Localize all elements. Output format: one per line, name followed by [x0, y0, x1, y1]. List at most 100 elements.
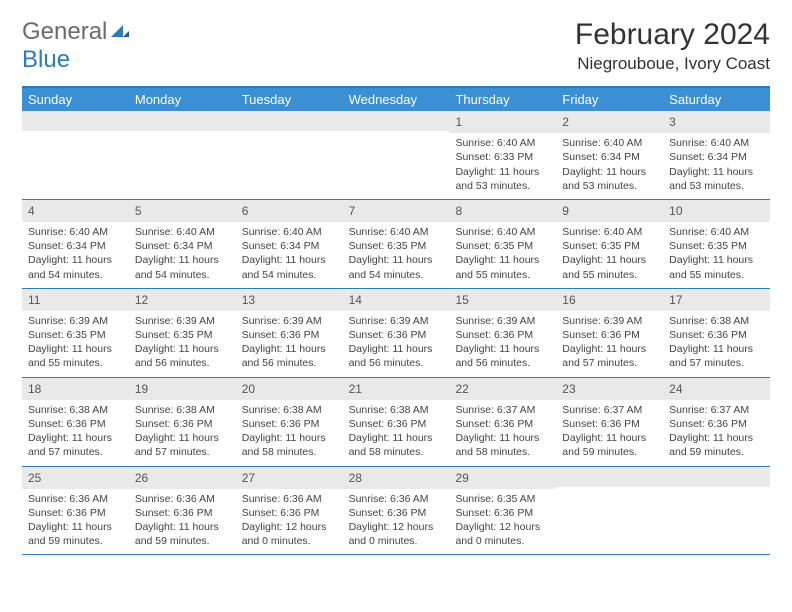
sunrise-text: Sunrise: 6:40 AM — [455, 136, 550, 150]
sunrise-text: Sunrise: 6:35 AM — [455, 492, 550, 506]
daylight-text: Daylight: 11 hours and 56 minutes. — [349, 342, 444, 370]
sunset-text: Sunset: 6:35 PM — [455, 239, 550, 253]
sunrise-text: Sunrise: 6:40 AM — [669, 136, 764, 150]
day-header-friday: Friday — [556, 88, 663, 111]
empty-day-header — [556, 467, 663, 487]
day-body: Sunrise: 6:40 AMSunset: 6:34 PMDaylight:… — [22, 222, 129, 288]
day-number: 18 — [22, 378, 129, 400]
daylight-text: Daylight: 11 hours and 53 minutes. — [562, 165, 657, 193]
sunset-text: Sunset: 6:36 PM — [562, 328, 657, 342]
day-number: 21 — [343, 378, 450, 400]
daylight-text: Daylight: 11 hours and 56 minutes. — [242, 342, 337, 370]
daylight-text: Daylight: 11 hours and 56 minutes. — [135, 342, 230, 370]
day-cell: 6Sunrise: 6:40 AMSunset: 6:34 PMDaylight… — [236, 200, 343, 288]
day-cell: 4Sunrise: 6:40 AMSunset: 6:34 PMDaylight… — [22, 200, 129, 288]
day-number: 23 — [556, 378, 663, 400]
sunset-text: Sunset: 6:36 PM — [28, 506, 123, 520]
day-cell: 25Sunrise: 6:36 AMSunset: 6:36 PMDayligh… — [22, 467, 129, 555]
day-number: 12 — [129, 289, 236, 311]
day-cell: 2Sunrise: 6:40 AMSunset: 6:34 PMDaylight… — [556, 111, 663, 199]
sunrise-text: Sunrise: 6:39 AM — [349, 314, 444, 328]
day-cell — [22, 111, 129, 199]
daylight-text: Daylight: 11 hours and 57 minutes. — [562, 342, 657, 370]
sunset-text: Sunset: 6:35 PM — [28, 328, 123, 342]
day-number: 3 — [663, 111, 770, 133]
empty-day-header — [129, 111, 236, 131]
day-header-row: SundayMondayTuesdayWednesdayThursdayFrid… — [22, 88, 770, 111]
day-body: Sunrise: 6:39 AMSunset: 6:36 PMDaylight:… — [556, 311, 663, 377]
sunrise-text: Sunrise: 6:39 AM — [562, 314, 657, 328]
empty-day-header — [236, 111, 343, 131]
sunrise-text: Sunrise: 6:38 AM — [28, 403, 123, 417]
day-body: Sunrise: 6:39 AMSunset: 6:36 PMDaylight:… — [343, 311, 450, 377]
sunrise-text: Sunrise: 6:40 AM — [28, 225, 123, 239]
calendar: SundayMondayTuesdayWednesdayThursdayFrid… — [22, 86, 770, 555]
day-number: 7 — [343, 200, 450, 222]
day-body: Sunrise: 6:40 AMSunset: 6:35 PMDaylight:… — [449, 222, 556, 288]
daylight-text: Daylight: 11 hours and 55 minutes. — [455, 253, 550, 281]
day-body: Sunrise: 6:40 AMSunset: 6:35 PMDaylight:… — [556, 222, 663, 288]
sunset-text: Sunset: 6:36 PM — [455, 417, 550, 431]
day-number: 5 — [129, 200, 236, 222]
day-number: 27 — [236, 467, 343, 489]
day-number: 24 — [663, 378, 770, 400]
day-body: Sunrise: 6:40 AMSunset: 6:35 PMDaylight:… — [663, 222, 770, 288]
day-body: Sunrise: 6:36 AMSunset: 6:36 PMDaylight:… — [343, 489, 450, 555]
sunrise-text: Sunrise: 6:40 AM — [455, 225, 550, 239]
sunrise-text: Sunrise: 6:37 AM — [455, 403, 550, 417]
sunrise-text: Sunrise: 6:40 AM — [562, 225, 657, 239]
day-number: 8 — [449, 200, 556, 222]
logo-text-2: Blue — [22, 46, 70, 73]
daylight-text: Daylight: 12 hours and 0 minutes. — [455, 520, 550, 548]
sunset-text: Sunset: 6:34 PM — [669, 150, 764, 164]
day-body: Sunrise: 6:40 AMSunset: 6:33 PMDaylight:… — [449, 133, 556, 199]
location: Niegrouboue, Ivory Coast — [575, 54, 770, 74]
sunrise-text: Sunrise: 6:37 AM — [562, 403, 657, 417]
day-cell: 10Sunrise: 6:40 AMSunset: 6:35 PMDayligh… — [663, 200, 770, 288]
empty-day-header — [343, 111, 450, 131]
day-number: 25 — [22, 467, 129, 489]
sunset-text: Sunset: 6:36 PM — [349, 328, 444, 342]
day-body: Sunrise: 6:37 AMSunset: 6:36 PMDaylight:… — [556, 400, 663, 466]
day-body: Sunrise: 6:38 AMSunset: 6:36 PMDaylight:… — [663, 311, 770, 377]
sunset-text: Sunset: 6:36 PM — [562, 417, 657, 431]
daylight-text: Daylight: 11 hours and 59 minutes. — [135, 520, 230, 548]
week-row: 4Sunrise: 6:40 AMSunset: 6:34 PMDaylight… — [22, 200, 770, 289]
day-cell — [343, 111, 450, 199]
day-header-thursday: Thursday — [449, 88, 556, 111]
daylight-text: Daylight: 12 hours and 0 minutes. — [242, 520, 337, 548]
sunset-text: Sunset: 6:36 PM — [242, 328, 337, 342]
day-body: Sunrise: 6:36 AMSunset: 6:36 PMDaylight:… — [129, 489, 236, 555]
day-cell: 5Sunrise: 6:40 AMSunset: 6:34 PMDaylight… — [129, 200, 236, 288]
daylight-text: Daylight: 11 hours and 55 minutes. — [562, 253, 657, 281]
day-cell: 26Sunrise: 6:36 AMSunset: 6:36 PMDayligh… — [129, 467, 236, 555]
sunrise-text: Sunrise: 6:39 AM — [28, 314, 123, 328]
day-body: Sunrise: 6:40 AMSunset: 6:34 PMDaylight:… — [556, 133, 663, 199]
day-number: 15 — [449, 289, 556, 311]
day-cell: 20Sunrise: 6:38 AMSunset: 6:36 PMDayligh… — [236, 378, 343, 466]
sunrise-text: Sunrise: 6:38 AM — [135, 403, 230, 417]
sunrise-text: Sunrise: 6:39 AM — [455, 314, 550, 328]
day-number: 1 — [449, 111, 556, 133]
sunset-text: Sunset: 6:33 PM — [455, 150, 550, 164]
week-row: 11Sunrise: 6:39 AMSunset: 6:35 PMDayligh… — [22, 289, 770, 378]
daylight-text: Daylight: 11 hours and 55 minutes. — [669, 253, 764, 281]
day-cell: 14Sunrise: 6:39 AMSunset: 6:36 PMDayligh… — [343, 289, 450, 377]
daylight-text: Daylight: 11 hours and 57 minutes. — [135, 431, 230, 459]
day-cell: 29Sunrise: 6:35 AMSunset: 6:36 PMDayligh… — [449, 467, 556, 555]
logo: General Blue — [22, 18, 129, 74]
day-body: Sunrise: 6:38 AMSunset: 6:36 PMDaylight:… — [22, 400, 129, 466]
day-cell: 27Sunrise: 6:36 AMSunset: 6:36 PMDayligh… — [236, 467, 343, 555]
day-body: Sunrise: 6:37 AMSunset: 6:36 PMDaylight:… — [449, 400, 556, 466]
sunset-text: Sunset: 6:36 PM — [242, 506, 337, 520]
day-number: 11 — [22, 289, 129, 311]
sunset-text: Sunset: 6:35 PM — [135, 328, 230, 342]
daylight-text: Daylight: 11 hours and 54 minutes. — [28, 253, 123, 281]
day-header-sunday: Sunday — [22, 88, 129, 111]
sunrise-text: Sunrise: 6:40 AM — [669, 225, 764, 239]
daylight-text: Daylight: 11 hours and 59 minutes. — [669, 431, 764, 459]
day-number: 29 — [449, 467, 556, 489]
day-cell: 23Sunrise: 6:37 AMSunset: 6:36 PMDayligh… — [556, 378, 663, 466]
sunrise-text: Sunrise: 6:39 AM — [242, 314, 337, 328]
day-cell: 16Sunrise: 6:39 AMSunset: 6:36 PMDayligh… — [556, 289, 663, 377]
